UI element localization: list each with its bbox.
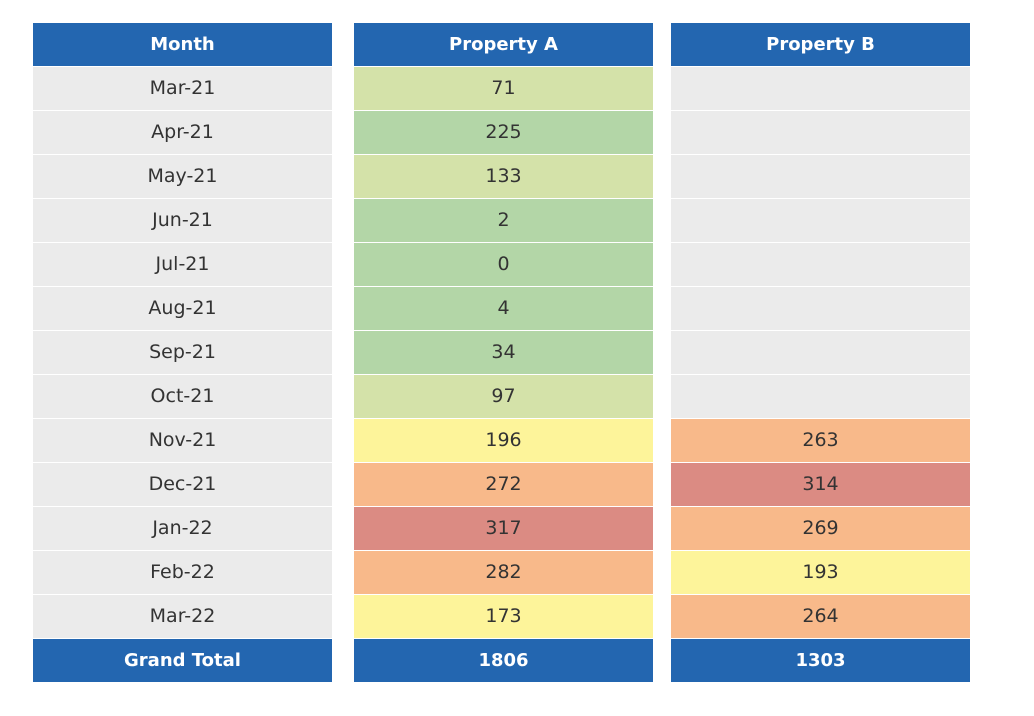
value-cell: 314 xyxy=(671,463,970,506)
total-cell: Grand Total xyxy=(33,639,332,682)
value-cell: 193 xyxy=(671,551,970,594)
month-cell: Feb-22 xyxy=(33,551,332,594)
month-cell: Oct-21 xyxy=(33,375,332,418)
value-cell: 173 xyxy=(354,595,653,638)
month-cell: Aug-21 xyxy=(33,287,332,330)
value-cell: 97 xyxy=(354,375,653,418)
header-cell: Property A xyxy=(354,23,653,66)
value-cell: 225 xyxy=(354,111,653,154)
value-cell xyxy=(671,375,970,418)
total-cell: 1806 xyxy=(354,639,653,682)
value-cell: 269 xyxy=(671,507,970,550)
month-cell: Nov-21 xyxy=(33,419,332,462)
value-cell xyxy=(671,287,970,330)
value-cell: 71 xyxy=(354,67,653,110)
month-cell: Jul-21 xyxy=(33,243,332,286)
month-cell: Apr-21 xyxy=(33,111,332,154)
value-cell: 263 xyxy=(671,419,970,462)
value-cell: 34 xyxy=(354,331,653,374)
value-cell xyxy=(671,111,970,154)
value-cell: 282 xyxy=(354,551,653,594)
value-cell: 0 xyxy=(354,243,653,286)
header-cell: Month xyxy=(33,23,332,66)
month-cell: Jan-22 xyxy=(33,507,332,550)
month-cell: Jun-21 xyxy=(33,199,332,242)
header-cell: Property B xyxy=(671,23,970,66)
value-cell xyxy=(671,199,970,242)
month-cell: May-21 xyxy=(33,155,332,198)
total-cell: 1303 xyxy=(671,639,970,682)
value-cell: 264 xyxy=(671,595,970,638)
value-cell: 317 xyxy=(354,507,653,550)
value-cell xyxy=(671,331,970,374)
month-cell: Mar-22 xyxy=(33,595,332,638)
month-cell: Mar-21 xyxy=(33,67,332,110)
value-cell: 196 xyxy=(354,419,653,462)
month-cell: Sep-21 xyxy=(33,331,332,374)
value-cell xyxy=(671,243,970,286)
value-cell: 2 xyxy=(354,199,653,242)
value-cell: 133 xyxy=(354,155,653,198)
value-cell xyxy=(671,67,970,110)
month-cell: Dec-21 xyxy=(33,463,332,506)
value-cell xyxy=(671,155,970,198)
value-cell: 4 xyxy=(354,287,653,330)
value-cell: 272 xyxy=(354,463,653,506)
